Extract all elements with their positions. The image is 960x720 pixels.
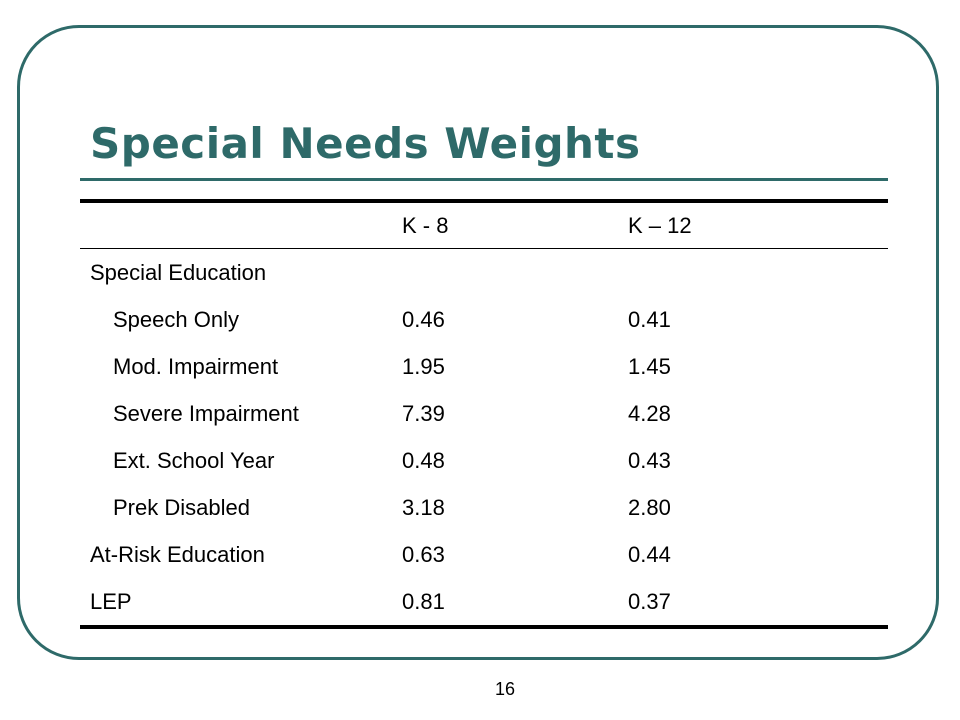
slide-title: Special Needs Weights — [90, 119, 641, 168]
row-label: Prek Disabled — [113, 495, 250, 520]
row-label: LEP — [90, 589, 132, 614]
weights-table: K - 8 K – 12 Special Education Speech On… — [80, 199, 888, 629]
table-header-row: K - 8 K – 12 — [80, 203, 888, 248]
table-row-lep: LEP 0.81 0.37 — [80, 578, 888, 625]
row-k12-value: 0.43 — [628, 448, 671, 473]
table-row-special-education: Special Education — [80, 249, 888, 296]
row-k8-value: 0.46 — [402, 307, 445, 332]
row-k8-value: 3.18 — [402, 495, 445, 520]
row-k8-value: 0.48 — [402, 448, 445, 473]
row-k12-value: 1.45 — [628, 354, 671, 379]
row-k12-value: 2.80 — [628, 495, 671, 520]
row-k12-value: 4.28 — [628, 401, 671, 426]
table-row-mod-impairment: Mod. Impairment 1.95 1.45 — [80, 343, 888, 390]
row-label: Mod. Impairment — [113, 354, 279, 379]
row-label: Special Education — [90, 260, 267, 285]
row-label: Severe Impairment — [113, 401, 299, 426]
row-k12-value: 0.41 — [628, 307, 671, 332]
row-k8-value: 7.39 — [402, 401, 445, 426]
row-label: At-Risk Education — [90, 542, 265, 567]
slide-border — [17, 25, 939, 660]
title-underline — [80, 178, 888, 181]
table-row-ext-school-year: Ext. School Year 0.48 0.43 — [80, 437, 888, 484]
row-k8-value: 0.63 — [402, 542, 445, 567]
header-k8: K - 8 — [402, 213, 449, 238]
table-row-severe-impairment: Severe Impairment 7.39 4.28 — [80, 390, 888, 437]
table-row-speech-only: Speech Only 0.46 0.41 — [80, 296, 888, 343]
row-k8-value: 0.81 — [402, 589, 445, 614]
table-row-prek-disabled: Prek Disabled 3.18 2.80 — [80, 484, 888, 531]
row-k8-value: 1.95 — [402, 354, 445, 379]
table-row-at-risk-education: At-Risk Education 0.63 0.44 — [80, 531, 888, 578]
header-k12: K – 12 — [628, 213, 692, 238]
row-k12-value: 0.44 — [628, 542, 671, 567]
page-number: 16 — [494, 679, 516, 699]
header-rule — [80, 248, 888, 249]
row-k12-value: 0.37 — [628, 589, 671, 614]
table-bottom-rule — [80, 625, 888, 629]
row-label: Speech Only — [113, 307, 239, 332]
row-label: Ext. School Year — [113, 448, 275, 473]
table-top-rule — [80, 199, 888, 203]
